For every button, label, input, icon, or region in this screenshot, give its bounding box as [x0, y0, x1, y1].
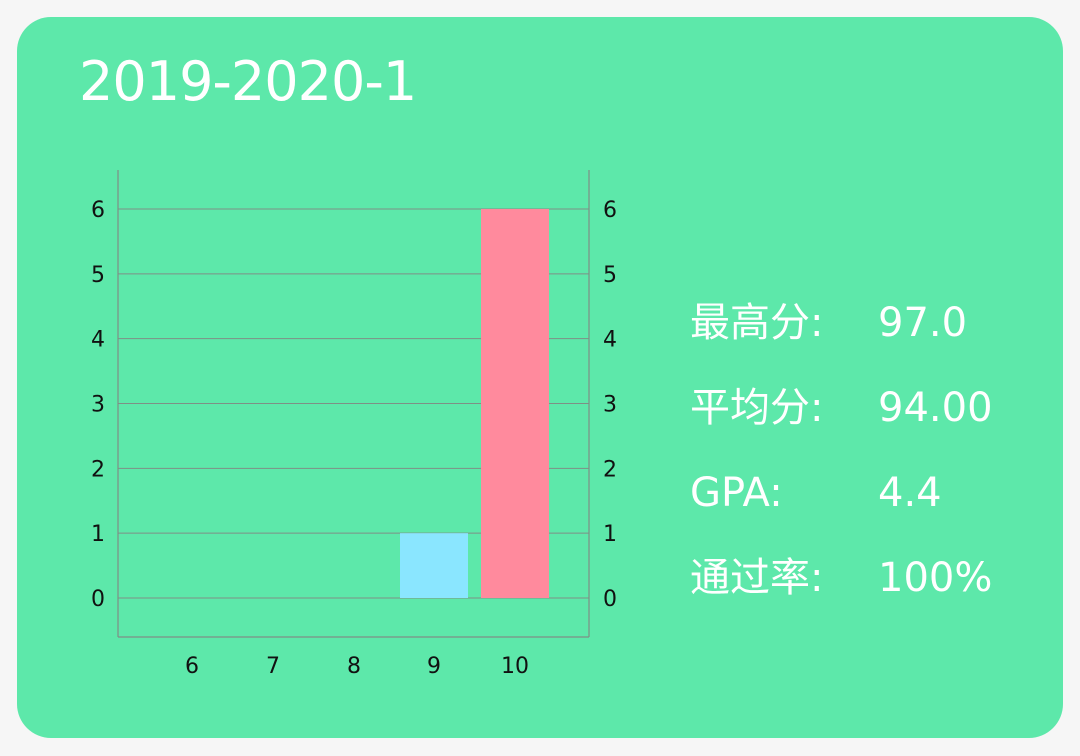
stat-label: 平均分: — [690, 385, 824, 431]
x-tick-label: 8 — [347, 654, 361, 679]
y-tick-label-left: 1 — [91, 522, 105, 547]
grade-distribution-chart: 0 0 1 1 2 2 3 3 4 4 5 5 6 6 6 7 8 9 10 — [91, 170, 617, 679]
stat-label: 最高分: — [690, 300, 824, 346]
y-tick-label-right: 6 — [603, 198, 617, 223]
y-tick-label-right: 1 — [603, 522, 617, 547]
y-tick-label-right: 3 — [603, 393, 617, 418]
y-tick-label-right: 4 — [603, 328, 617, 353]
y-tick-label-right: 2 — [603, 457, 617, 482]
x-tick-label: 6 — [185, 654, 199, 679]
bar-10 — [481, 209, 549, 598]
x-tick-label: 10 — [501, 654, 529, 679]
y-tick-label-left: 6 — [91, 198, 105, 223]
y-tick-label-left: 4 — [91, 328, 105, 353]
x-tick-label: 9 — [427, 654, 441, 679]
y-tick-label-left: 3 — [91, 393, 105, 418]
x-tick-label: 7 — [266, 654, 280, 679]
y-tick-label-right: 5 — [603, 263, 617, 288]
y-tick-label-left: 2 — [91, 457, 105, 482]
y-tick-label-left: 0 — [91, 587, 105, 612]
stat-label: GPA: — [690, 470, 783, 516]
stat-label: 通过率: — [690, 555, 824, 601]
y-tick-label-right: 0 — [603, 587, 617, 612]
bar-9 — [400, 533, 468, 598]
y-tick-label-left: 5 — [91, 263, 105, 288]
stat-value: 100% — [878, 555, 993, 601]
stat-value: 97.0 — [878, 300, 968, 346]
semester-card[interactable]: 2019-2020-1 0 0 1 1 2 2 3 3 4 4 5 5 6 6 6 7 8 9 10 最高分: 97… — [17, 17, 1063, 738]
stat-value: 94.00 — [878, 385, 993, 431]
stat-value: 4.4 — [878, 470, 942, 516]
semester-title: 2019-2020-1 — [79, 50, 417, 113]
